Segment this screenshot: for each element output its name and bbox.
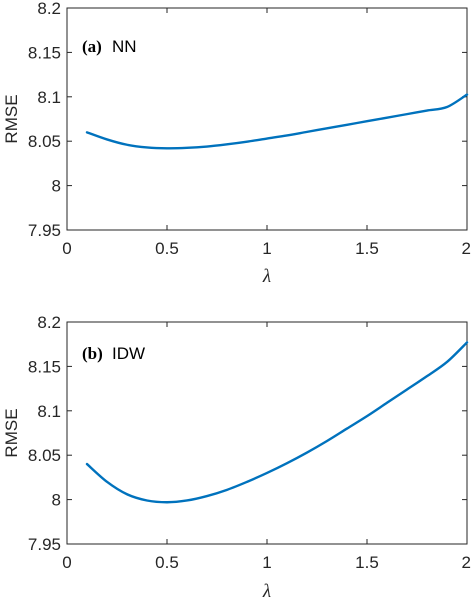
y-tick-label: 8.2 (37, 313, 61, 332)
x-axis-label: λ (262, 266, 271, 287)
y-tick-label: 8.1 (37, 402, 61, 421)
x-tick-label: 1.5 (355, 553, 379, 572)
y-tick-label: 8.05 (28, 132, 61, 151)
panel-a-nn: 0 0.5 1 1.5 2 7.95 8 8.05 8.1 8.15 8.2 λ RMSE (a) NN (2, 0, 471, 287)
y-tick-label: 8.1 (37, 88, 61, 107)
y-tick-label: 8.15 (28, 43, 61, 62)
y-tick-label: 8 (52, 177, 61, 196)
y-tick-label: 8.15 (28, 357, 61, 376)
x-tick-label: 1 (262, 553, 271, 572)
panel-a-name: NN (112, 37, 137, 56)
x-tick-label: 0.5 (155, 553, 179, 572)
panel-b-name: IDW (112, 344, 145, 363)
y-axis-label: RMSE (2, 408, 21, 457)
y-axis-label: RMSE (2, 94, 21, 143)
x-tick-label: 0 (62, 239, 71, 258)
rmse-series-line (85, 341, 469, 504)
panel-b-letter: (b) (82, 344, 103, 363)
y-tick-label: 8.05 (28, 446, 61, 465)
panel-b-idw: 0 0.5 1 1.5 2 7.95 8 8.05 8.1 8.15 8.2 λ RMSE (b) IDW (2, 313, 471, 600)
y-tick-label: 7.95 (28, 535, 61, 554)
panel-a-letter: (a) (82, 37, 102, 56)
x-tick-label: 0 (62, 553, 71, 572)
x-tick-label: 0.5 (155, 239, 179, 258)
x-tick-label: 1 (262, 239, 271, 258)
x-tick-label: 1.5 (355, 239, 379, 258)
x-axis-label: λ (262, 581, 271, 600)
y-tick-label: 8 (52, 491, 61, 510)
y-tick-label: 8.2 (37, 0, 61, 18)
x-tick-label: 2 (462, 553, 471, 572)
y-tick-label: 7.95 (28, 221, 61, 240)
x-tick-label: 2 (462, 239, 471, 258)
rmse-series-line (85, 93, 469, 150)
